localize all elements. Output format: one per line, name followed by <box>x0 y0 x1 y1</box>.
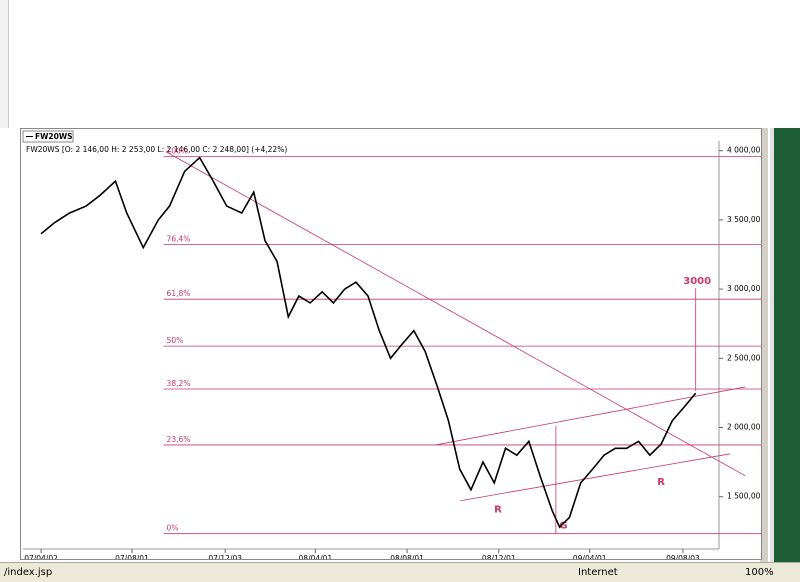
right-panel <box>768 128 800 562</box>
status-bar: /index.jsp Internet 100% <box>0 562 800 582</box>
annotation: R <box>494 505 502 516</box>
x-tick-label: 08/08/01 <box>390 554 424 560</box>
x-tick-label: 08/12/01 <box>482 554 516 560</box>
x-tick-label: 09/04/01 <box>573 554 607 560</box>
y-tick-label: 3 000,00 <box>727 284 761 293</box>
trend-line <box>165 151 746 477</box>
fib-label: 0% <box>167 524 179 533</box>
x-tick-label: 09/08/03 <box>666 554 700 560</box>
fib-label: 61,8% <box>167 289 191 298</box>
status-url: /index.jsp <box>4 567 53 578</box>
price-line <box>40 156 697 529</box>
scrollbar[interactable] <box>760 128 768 562</box>
status-zone: Internet <box>578 567 618 578</box>
fib-label: 50% <box>167 336 184 345</box>
fib-label: 38,2% <box>167 379 191 388</box>
panel-strip <box>770 128 800 562</box>
x-tick-label: 08/04/01 <box>299 554 333 560</box>
y-tick-label: 2 500,00 <box>727 353 761 362</box>
fib-label: 100% <box>167 147 188 156</box>
status-zoom[interactable]: 100% <box>745 567 774 578</box>
left-edge <box>0 0 9 128</box>
x-tick-label: 07/04/02 <box>24 554 58 560</box>
y-tick-label: 3 500,00 <box>727 215 761 224</box>
tab-label: FW20WS <box>35 132 73 141</box>
chart: FW20WS FW20WS [O: 2 146,00 H: 2 253,00 L… <box>20 128 762 560</box>
chart-title: FW20WS [O: 2 146,00 H: 2 253,00 L: 2 146… <box>26 145 287 154</box>
fib-label: 76,4% <box>167 234 191 243</box>
annotation: G <box>559 521 567 532</box>
y-tick-label: 1 500,00 <box>727 492 761 501</box>
y-tick-label: 2 000,00 <box>727 423 761 432</box>
annotation: 3000 <box>683 276 711 287</box>
trend-line <box>460 453 731 502</box>
annotation: R <box>657 477 665 488</box>
tab[interactable] <box>22 130 74 143</box>
fib-label: 23,6% <box>167 435 191 444</box>
y-tick-label: 4 000,00 <box>727 146 761 155</box>
x-tick-label: 07/08/01 <box>115 554 149 560</box>
trend-line <box>435 386 746 446</box>
x-tick-label: 07/12/03 <box>208 554 242 560</box>
